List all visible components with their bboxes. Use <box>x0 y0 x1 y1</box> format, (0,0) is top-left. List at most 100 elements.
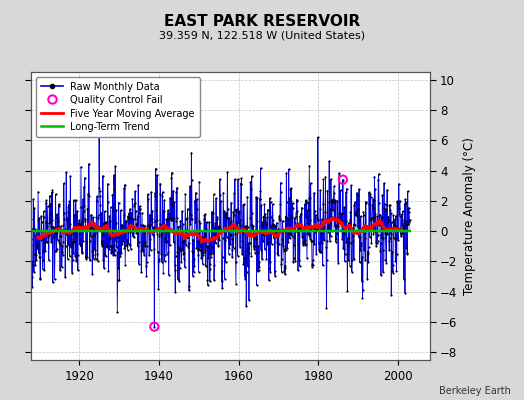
Point <box>200 212 209 219</box>
Point <box>269 217 277 224</box>
Point <box>155 255 163 262</box>
Point <box>58 249 66 255</box>
Point <box>378 235 386 242</box>
Point <box>300 239 308 246</box>
Point <box>374 177 383 184</box>
Point <box>355 234 363 240</box>
Point <box>263 228 271 235</box>
Point <box>377 213 386 220</box>
Point <box>73 252 82 258</box>
Point <box>391 213 400 219</box>
Point <box>172 214 181 221</box>
Point <box>331 223 339 230</box>
Point <box>245 240 254 246</box>
Point <box>142 272 150 279</box>
Point <box>167 196 175 202</box>
Point <box>239 201 248 207</box>
Point <box>165 272 173 278</box>
Point <box>45 232 53 238</box>
Point <box>225 245 234 251</box>
Point <box>387 210 395 216</box>
Point <box>278 236 287 242</box>
Point <box>259 214 268 220</box>
Point <box>268 201 277 207</box>
Point <box>112 220 120 226</box>
Point <box>374 171 383 177</box>
Point <box>86 232 95 239</box>
Point <box>266 199 275 205</box>
Point <box>314 224 322 231</box>
Point <box>24 187 32 193</box>
Point <box>212 232 221 239</box>
Point <box>165 210 173 216</box>
Point <box>276 201 285 207</box>
Point <box>184 239 193 246</box>
Point <box>158 189 167 195</box>
Point <box>64 204 72 210</box>
Point <box>139 222 148 228</box>
Point <box>28 274 36 280</box>
Point <box>262 256 270 262</box>
Point <box>143 242 151 249</box>
Point <box>324 223 332 229</box>
Point <box>152 228 160 234</box>
Point <box>151 165 160 172</box>
Point <box>340 204 348 211</box>
Point <box>275 213 283 219</box>
Point <box>295 256 303 263</box>
Point <box>162 239 170 246</box>
Point <box>86 212 95 218</box>
Point <box>164 207 172 213</box>
Point <box>329 207 337 213</box>
Point <box>158 193 167 199</box>
Point <box>387 219 396 226</box>
Point <box>64 202 73 208</box>
Point <box>99 230 107 237</box>
Point <box>80 208 88 214</box>
Point <box>73 223 81 229</box>
Point <box>34 246 42 252</box>
Point <box>94 224 102 231</box>
Point <box>304 220 312 226</box>
Point <box>226 240 234 247</box>
Point <box>217 267 226 274</box>
Point <box>75 220 83 226</box>
Point <box>151 193 159 200</box>
Point <box>330 190 338 196</box>
Point <box>348 257 356 263</box>
Point <box>368 214 376 221</box>
Point <box>372 243 380 249</box>
Point <box>275 215 283 222</box>
Point <box>291 258 299 264</box>
Point <box>231 176 239 182</box>
Point <box>357 239 365 246</box>
Point <box>388 249 397 255</box>
Point <box>333 214 342 220</box>
Point <box>41 238 49 245</box>
Point <box>116 252 125 259</box>
Point <box>49 224 58 231</box>
Point <box>322 244 330 250</box>
Point <box>193 196 201 202</box>
Point <box>147 189 156 195</box>
Point <box>384 213 392 220</box>
Point <box>296 213 304 219</box>
Point <box>196 244 205 250</box>
Point <box>261 211 270 217</box>
Point <box>298 227 307 234</box>
Point <box>315 249 324 256</box>
Point <box>54 223 62 229</box>
Point <box>238 238 247 244</box>
Point <box>288 200 297 206</box>
Point <box>290 242 298 248</box>
Point <box>144 196 152 202</box>
Point <box>114 249 122 255</box>
Point <box>351 222 359 228</box>
Point <box>127 223 136 229</box>
Point <box>111 163 119 170</box>
Point <box>271 223 279 230</box>
Point <box>129 216 137 222</box>
Point <box>196 220 204 226</box>
Point <box>77 164 85 170</box>
Point <box>323 187 332 194</box>
